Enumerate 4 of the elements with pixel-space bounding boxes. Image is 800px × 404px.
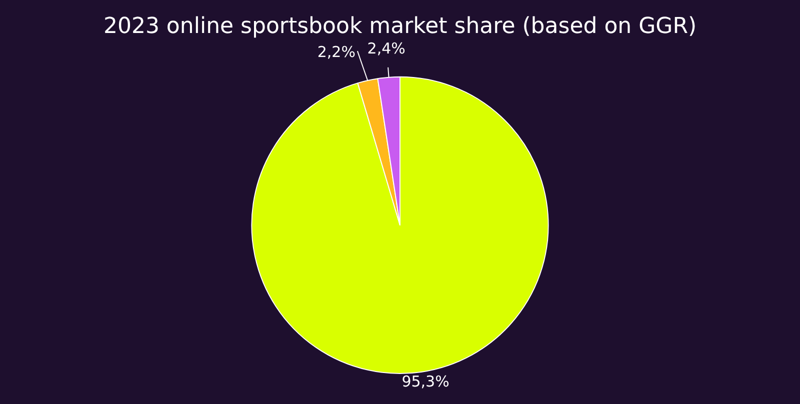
chart-title: 2023 online sportsbook market share (based on GGR) [103, 14, 697, 39]
data-label: 95,3% [402, 372, 450, 391]
data-label: 2,4% [367, 39, 406, 58]
data-label: 2,2% [317, 42, 356, 61]
